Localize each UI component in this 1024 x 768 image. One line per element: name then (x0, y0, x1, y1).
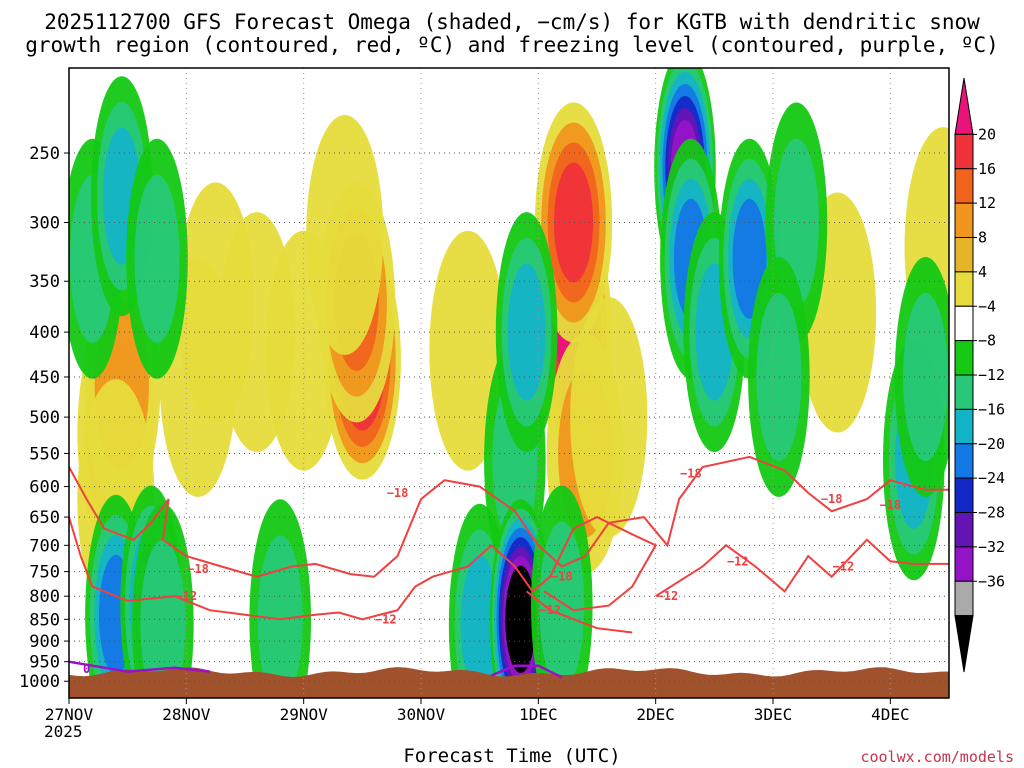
colorbar-swatch-6 (954, 305, 974, 342)
x-tick-label-1: 28NOV (162, 705, 211, 724)
colorbar-label-1: 16 (978, 160, 996, 178)
colorbar-swatch-7 (954, 340, 974, 376)
colorbar-label-11: −28 (978, 504, 1005, 522)
y-tick-label-450: 450 (29, 368, 60, 388)
omega-cell-9 (306, 114, 384, 355)
colorbar-swatch-13 (954, 546, 974, 582)
colorbar-swatch-2 (954, 168, 974, 204)
x-tick-label-2: 29NOV (280, 705, 329, 724)
x-tick-label-5: 2DEC (636, 705, 675, 724)
omega-cell-12 (554, 162, 594, 283)
omega-cell-26 (507, 263, 546, 401)
x-tick-label-7: 4DEC (871, 705, 910, 724)
colorbar-label-7: −12 (978, 366, 1005, 384)
y-tick-label-800: 800 (29, 587, 60, 607)
y-tick-label-950: 950 (29, 653, 60, 673)
freezing-level-contour (69, 660, 210, 673)
y-axis-ticks: 2503003504004505005506006507007508008509… (19, 144, 69, 692)
y-tick-label-550: 550 (29, 444, 60, 464)
y-tick-label-850: 850 (29, 610, 60, 630)
dgz-label-2: −18 (387, 486, 409, 500)
dgz-contour-minus12-lower (525, 590, 633, 634)
colorbar-swatch-8 (954, 374, 974, 410)
credit-link[interactable]: coolwx.com/models (860, 748, 1014, 766)
omega-cell-14 (570, 297, 648, 538)
omega-cell-19 (134, 174, 180, 343)
colorbar-top-arrow (954, 77, 974, 135)
colorbar-swatch-9 (954, 408, 974, 445)
dgz-label-0: −18 (187, 562, 209, 576)
y-tick-label-600: 600 (29, 478, 60, 498)
y-tick-label-400: 400 (29, 323, 60, 343)
colorbar-swatch-10 (954, 443, 974, 479)
omega-cell-34 (756, 292, 802, 461)
colorbar-label-8: −16 (978, 400, 1005, 418)
dgz-label-4: −18 (551, 570, 573, 584)
y-tick-label-250: 250 (29, 144, 60, 164)
colorbar-label-5: −4 (978, 297, 996, 315)
chart-title-line-2: growth region (contoured, red, ºC) and f… (25, 33, 999, 57)
terrain-fill (69, 667, 949, 698)
colorbar-swatch-1 (954, 133, 974, 170)
x-tick-label-6: 3DEC (754, 705, 793, 724)
colorbar-swatch-12 (954, 512, 974, 548)
dgz-label-3: −12 (375, 612, 397, 626)
dgz-label-11: −12 (833, 560, 855, 574)
x-axis-year: 2025 (44, 722, 83, 741)
dgz-contour-minus18 (69, 455, 949, 578)
x-axis-label: Forecast Time (UTC) (403, 745, 621, 767)
dgz-contour-minus12 (69, 515, 658, 621)
colorbar-label-9: −20 (978, 435, 1005, 453)
y-tick-label-700: 700 (29, 536, 60, 556)
omega-cell-36 (903, 292, 949, 461)
omega-cell-28 (539, 521, 585, 690)
y-tick-label-350: 350 (29, 272, 60, 292)
colorbar: 20 16 12 8 4 −4 −8 −12 −16 −20 −24 −28 −32 −36 (954, 77, 1005, 673)
chart-title-line-1: 2025112700 GFS Forecast Omega (shaded, −… (44, 10, 980, 34)
terrain-ground (69, 667, 949, 698)
dgz-label-10: −18 (879, 498, 901, 512)
dgz-label-7: −12 (657, 589, 679, 603)
colorbar-label-6: −8 (978, 332, 996, 350)
colorbar-label-10: −24 (978, 469, 1005, 487)
x-tick-label-4: 1DEC (519, 705, 558, 724)
y-tick-label-650: 650 (29, 508, 60, 528)
omega-cell-22 (140, 539, 186, 698)
colorbar-swatch-4 (954, 237, 974, 273)
dgz-label-9: −12 (727, 554, 749, 568)
contour-lines: −18 −12 −18 −12 −18 −12 −18 −12 −18 −12 −18 −12 0 (69, 455, 949, 679)
colorbar-swatch-3 (954, 202, 974, 238)
dgz-label-5: −12 (539, 603, 561, 617)
grid-lines (68, 68, 949, 698)
y-tick-label-300: 300 (29, 213, 60, 233)
y-tick-label-750: 750 (29, 563, 60, 583)
omega-cell-23 (257, 535, 303, 698)
colorbar-label-2: 12 (978, 194, 996, 212)
freezing-level-contour-east (490, 664, 563, 679)
y-tick-label-900: 900 (29, 632, 60, 652)
dgz-label-1: −12 (175, 589, 197, 603)
colorbar-label-3: 8 (978, 229, 987, 247)
colorbar-bottom-arrow (954, 615, 974, 673)
y-tick-label-1000: 1000 (19, 672, 60, 692)
colorbar-label-0: 20 (978, 125, 996, 143)
colorbar-swatch-14 (954, 580, 974, 617)
y-tick-label-500: 500 (29, 408, 60, 428)
colorbar-swatch-5 (954, 271, 974, 307)
dgz-label-8: −18 (821, 492, 843, 506)
x-tick-label-0: 27NOV (45, 705, 94, 724)
plot-frame (68, 67, 950, 699)
colorbar-swatch-11 (954, 477, 974, 513)
omega-cell-24 (460, 555, 499, 693)
x-axis-ticks: 27NOV 28NOV 29NOV 30NOV 1DEC 2DEC 3DEC 4DEC (45, 698, 910, 724)
dgz-contour-minus12-east (655, 538, 949, 598)
omega-cell-5 (177, 182, 255, 423)
colorbar-label-13: −36 (978, 572, 1005, 590)
x-tick-label-3: 30NOV (397, 705, 446, 724)
colorbar-label-12: −32 (978, 538, 1005, 556)
colorbar-label-4: 4 (978, 263, 987, 281)
dgz-label-6: −18 (680, 467, 702, 481)
freezing-label-0: 0 (83, 662, 90, 676)
